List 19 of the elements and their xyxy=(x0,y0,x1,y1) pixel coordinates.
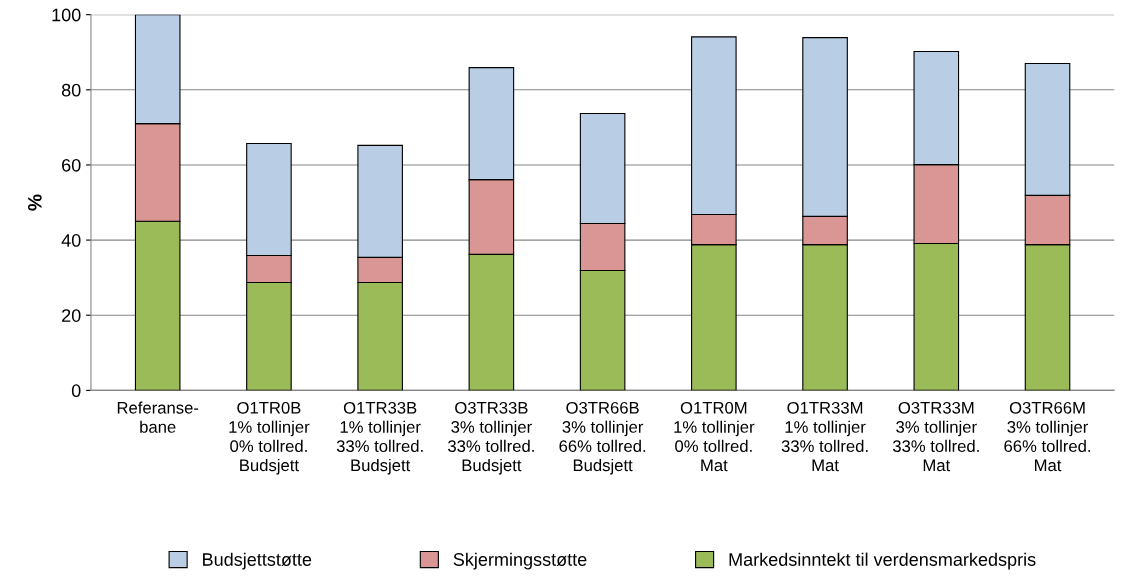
y-tick-label: 60 xyxy=(62,158,81,172)
legend-label: Skjermingsstøtte xyxy=(453,552,587,570)
y-tick-label: 100 xyxy=(52,8,81,22)
x-tick-label: O1TR33B 1% tollinjer 33% tollred. Budsjett xyxy=(336,401,423,475)
y-tick-label: 20 xyxy=(62,309,81,322)
x-tick-label: O1TR0M 1% tollinjer 0% tollred. Mat xyxy=(674,401,755,472)
x-tick-label: O3TR33M 3% tollinjer 33% tollred. Mat xyxy=(892,401,979,472)
y-axis-title: % xyxy=(28,194,42,211)
x-tick-label: Referanse- bane xyxy=(117,401,199,433)
x-tick-label: O1TR33M 1% tollinjer 33% tollred. Mat xyxy=(781,401,868,472)
y-tick-label: 40 xyxy=(61,234,81,247)
y-tick-label: 0 xyxy=(71,384,81,398)
x-tick-label: O3TR33B 3% tollinjer 33% tollred. Budsjett xyxy=(448,401,534,475)
legend-label: Markedsinntekt til verdensmarkedspris xyxy=(729,552,1036,570)
y-tick-label: 80 xyxy=(61,83,81,97)
x-tick-label: O3TR66M 3% tollinjer 66% tollred. Mat xyxy=(1004,401,1091,472)
x-tick-label: O1TR0B 1% tollinjer 0% tollred. Budsjett xyxy=(229,401,310,475)
x-tick-label: O3TR66B 3% tollinjer 66% tollred. Budsjett xyxy=(559,401,646,475)
legend-label: Budsjettstøtte xyxy=(203,552,312,570)
